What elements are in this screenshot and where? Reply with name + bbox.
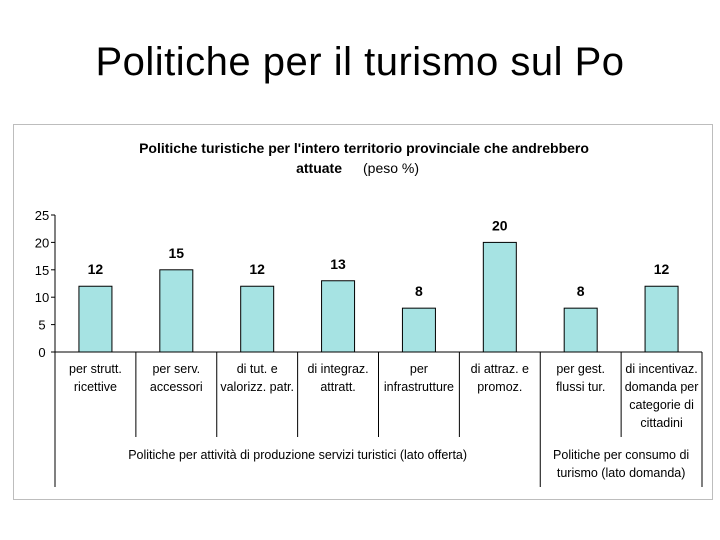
bar-value-label: 8 [415,283,423,299]
category-label: per serv. [152,362,200,376]
bar-value-label: 20 [492,217,508,233]
bar [321,280,356,353]
bar-value-label: 13 [330,256,346,272]
category-label: attratt. [320,380,355,394]
y-tick-label: 0 [38,345,45,360]
bar-value-label: 12 [249,261,265,277]
bar-value-label: 12 [654,261,670,277]
y-tick-label: 20 [35,235,49,250]
group-label: Politiche per attività di produzione ser… [128,448,467,462]
group-label: Politiche per consumo di [553,448,689,462]
y-tick-label: 10 [35,290,49,305]
bar [644,285,679,353]
slide-title: Politiche per il turismo sul Po [95,40,625,84]
category-label: accessori [150,380,203,394]
group-label: turismo (lato domanda) [557,466,686,480]
category-label: ricettive [74,380,117,394]
y-tick-label: 15 [35,263,49,278]
bar [401,307,436,353]
bar [78,285,113,353]
chart-title-line2: attuate [296,160,342,176]
category-label: di tut. e [237,362,278,376]
bar [159,269,194,353]
bar [482,241,517,353]
bar-value-label: 15 [169,245,185,261]
bar-value-label: 8 [577,283,585,299]
bar [563,307,598,353]
category-label: per [410,362,428,376]
category-label: per gest. [556,362,605,376]
category-label: valorizz. patr. [220,380,294,394]
y-tick-label: 25 [35,208,49,223]
category-label: flussi tur. [556,380,605,394]
category-label: promoz. [477,380,522,394]
category-label: di attraz. e [471,362,529,376]
category-label: infrastrutture [384,380,454,394]
category-label: per strutt. [69,362,122,376]
y-tick-label: 5 [38,318,45,333]
bar [240,285,275,353]
bar-value-label: 12 [88,261,104,277]
category-label: di incentivaz. [625,362,697,376]
chart-frame: Politiche turistiche per l'intero territ… [13,124,713,500]
category-label: cittadini [640,416,682,430]
category-label: categorie di [629,398,694,412]
chart-title-unit: (peso %) [363,160,419,176]
category-label: domanda per [625,380,699,394]
category-label: di integraz. [307,362,368,376]
bar-chart: Politiche turistiche per l'intero territ… [35,140,703,487]
chart-title: Politiche turistiche per l'intero territ… [139,140,589,156]
